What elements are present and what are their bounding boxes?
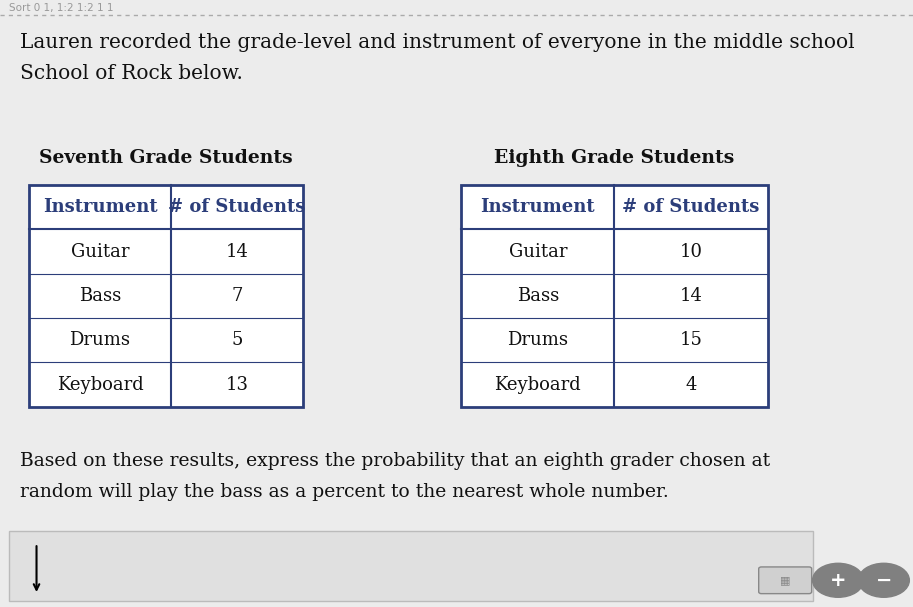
Text: School of Rock below.: School of Rock below. — [20, 64, 243, 83]
Text: Seventh Grade Students: Seventh Grade Students — [39, 149, 293, 167]
Bar — [9, 531, 813, 601]
Text: Instrument: Instrument — [43, 198, 157, 216]
Circle shape — [858, 563, 909, 597]
Text: Based on these results, express the probability that an eighth grader chosen at: Based on these results, express the prob… — [20, 452, 771, 470]
Text: 15: 15 — [679, 331, 703, 349]
Text: 4: 4 — [686, 376, 697, 393]
Text: # of Students: # of Students — [168, 198, 306, 216]
Text: Drums: Drums — [69, 331, 131, 349]
Text: Instrument: Instrument — [480, 198, 595, 216]
Text: Bass: Bass — [517, 287, 559, 305]
Text: Eighth Grade Students: Eighth Grade Students — [494, 149, 735, 167]
Text: 14: 14 — [226, 243, 248, 260]
Text: Keyboard: Keyboard — [494, 376, 582, 393]
FancyBboxPatch shape — [759, 567, 812, 594]
Text: Guitar: Guitar — [509, 243, 567, 260]
Text: Sort 0 1, 1:2 1:2 1 1: Sort 0 1, 1:2 1:2 1 1 — [9, 3, 113, 13]
Text: 5: 5 — [231, 331, 243, 349]
Text: 13: 13 — [226, 376, 248, 393]
Text: 10: 10 — [679, 243, 703, 260]
Text: −: − — [876, 571, 892, 590]
Text: random will play the bass as a percent to the nearest whole number.: random will play the bass as a percent t… — [20, 483, 669, 501]
Bar — [461, 185, 768, 407]
Bar — [29, 185, 303, 407]
Circle shape — [813, 563, 864, 597]
Text: ▦: ▦ — [780, 575, 791, 585]
Text: 14: 14 — [679, 287, 703, 305]
Text: Bass: Bass — [79, 287, 121, 305]
Text: 7: 7 — [231, 287, 243, 305]
Text: Drums: Drums — [508, 331, 568, 349]
Text: Guitar: Guitar — [70, 243, 130, 260]
Bar — [29, 185, 303, 407]
Text: Lauren recorded the grade-level and instrument of everyone in the middle school: Lauren recorded the grade-level and inst… — [20, 33, 855, 52]
Text: # of Students: # of Students — [623, 198, 760, 216]
Text: +: + — [830, 571, 846, 590]
Text: Keyboard: Keyboard — [57, 376, 143, 393]
Bar — [461, 185, 768, 407]
